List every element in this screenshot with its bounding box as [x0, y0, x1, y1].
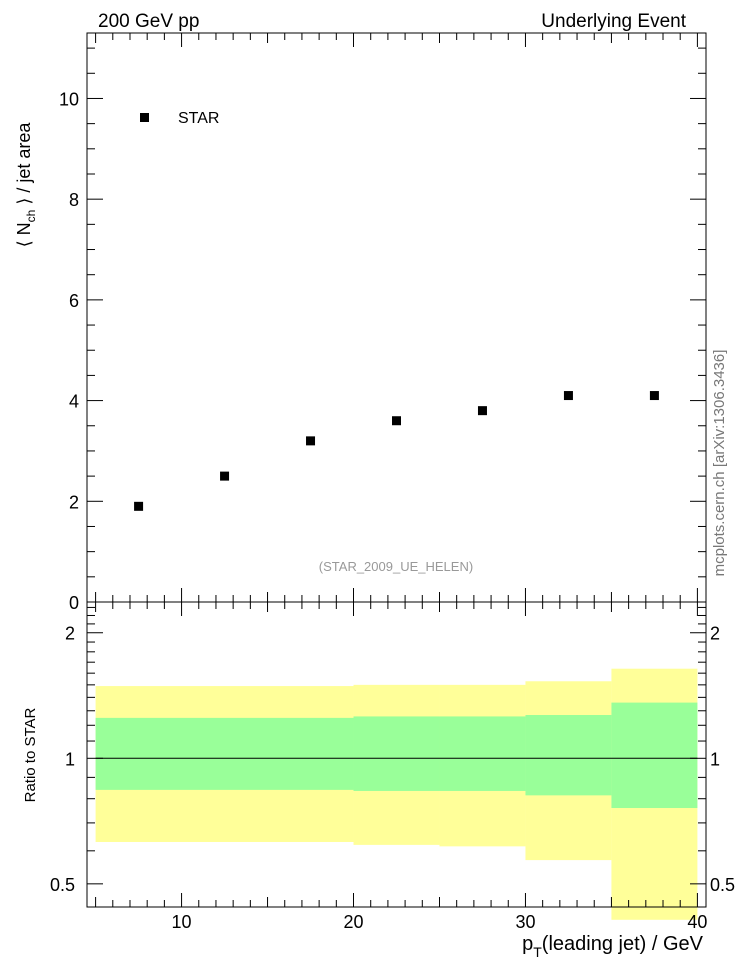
data-point — [306, 436, 316, 446]
main-y-axis-label: ⟨ Nch ⟩ / jet area — [14, 122, 38, 248]
ratio-x-ticks: 10 20 30 40 — [95, 602, 707, 932]
main-y-tick-label: 0 — [69, 593, 79, 613]
ratio-y-tick-label: 2 — [65, 624, 75, 644]
green-band-bin — [95, 717, 354, 790]
ratio-y-tick-label-right: 0.5 — [710, 875, 735, 895]
main-y-axis-label-sub: ch — [24, 210, 38, 223]
header-left-label: 200 GeV pp — [98, 11, 199, 32]
main-y-axis-label-post: ⟩ / jet area — [14, 122, 34, 210]
data-point — [477, 406, 487, 416]
analysis-label: (STAR_2009_UE_HELEN) — [319, 559, 473, 574]
ratio-plot-panel: 0.5 0.5 1 1 2 2 10 20 30 40 Ratio to STAR pT(lea… — [22, 601, 735, 960]
ratio-bands — [95, 668, 698, 920]
data-point — [220, 471, 230, 481]
x-tick-label: 20 — [343, 912, 363, 932]
green-band-bin — [525, 715, 612, 796]
star-data-markers — [134, 391, 659, 511]
main-y-tick-label: 10 — [59, 89, 79, 109]
ratio-y-axis-label: Ratio to STAR — [22, 707, 39, 802]
ratio-y-tick-label-right: 1 — [710, 749, 720, 769]
ratio-y-tick-label: 1 — [65, 749, 75, 769]
x-axis-label-pre: p — [522, 933, 533, 955]
main-y-tick-label: 8 — [69, 190, 79, 210]
legend-star-marker — [140, 113, 149, 122]
ratio-plot-frame — [86, 601, 707, 908]
main-x-ticks — [95, 33, 698, 602]
legend: STAR — [140, 110, 219, 127]
green-band-bin — [439, 716, 526, 791]
main-y-axis-label-pre: ⟨ N — [14, 222, 34, 247]
ratio-y-ticks: 0.5 0.5 1 1 2 2 — [50, 606, 735, 895]
main-y-tick-label: 4 — [69, 392, 79, 412]
x-axis-label-sub: T — [533, 944, 542, 960]
header-right-label: Underlying Event — [541, 11, 686, 32]
data-point — [563, 391, 573, 401]
main-y-tick-label: 2 — [69, 492, 79, 512]
data-point — [392, 416, 401, 426]
data-point — [649, 391, 659, 401]
side-source-label: mcplots.cern.ch [arXiv:1306.3436] — [711, 350, 728, 577]
main-y-ticks: 0 2 4 6 8 10 — [59, 47, 706, 613]
x-tick-label: 30 — [515, 912, 535, 932]
data-point — [134, 501, 144, 511]
x-tick-label: 10 — [172, 912, 192, 932]
legend-star-label: STAR — [178, 110, 219, 127]
green-band-bin — [353, 716, 440, 791]
x-axis-label: pT(leading jet) / GeV — [522, 933, 704, 960]
main-plot-panel: 0 2 4 6 8 10 STAR (STAR_2009_UE_HELEN) ⟨ Nch … — [14, 32, 707, 613]
x-axis-label-post: (leading jet) / GeV — [542, 933, 704, 955]
ratio-y-tick-label: 0.5 — [50, 875, 75, 895]
x-tick-label: 40 — [687, 912, 707, 932]
green-band-bin — [611, 702, 698, 809]
ratio-y-tick-label-right: 2 — [710, 624, 720, 644]
main-y-tick-label: 6 — [69, 291, 79, 311]
